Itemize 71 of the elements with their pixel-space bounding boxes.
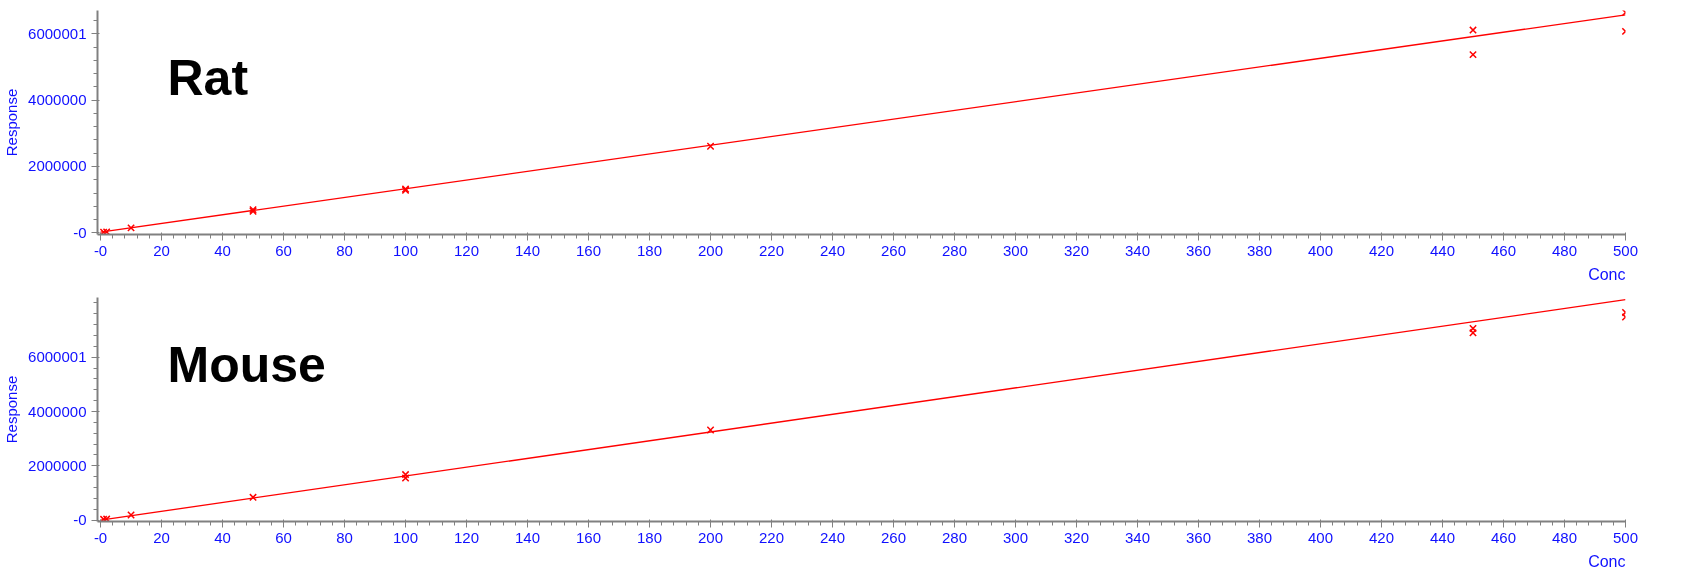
x-tick-label: 320 (1064, 241, 1090, 259)
x-tick-label: 440 (1429, 241, 1456, 259)
x-tick-label: 140 (515, 241, 541, 259)
x-tick-label: 300 (1003, 528, 1029, 546)
x-tick-label: 120 (454, 528, 480, 546)
x-tick-label: 460 (1490, 528, 1517, 546)
x-tick-label: 480 (1551, 241, 1578, 259)
x-axis-title: Conc (1588, 552, 1626, 570)
x-tick-label: 160 (576, 528, 602, 546)
x-tick-label: 60 (275, 241, 292, 259)
x-tick-label: 240 (820, 241, 846, 259)
x-tick-label: 60 (275, 528, 292, 546)
x-tick-label: 200 (698, 241, 724, 259)
y-tick-label: 2000000 (28, 157, 87, 175)
x-tick-label: 160 (576, 241, 602, 259)
x-tick-label: 360 (1186, 241, 1212, 259)
x-tick-label: 20 (153, 241, 170, 259)
x-tick-label: 80 (336, 528, 353, 546)
x-tick-label: 260 (881, 241, 907, 259)
y-tick-label: 2000000 (28, 456, 87, 474)
point (1469, 328, 1477, 337)
x-tick-label: 220 (759, 241, 785, 259)
x-tick-label: 280 (942, 241, 968, 259)
x-tick-label: 100 (393, 241, 419, 259)
y-tick-label: 6000001 (28, 348, 87, 366)
x-tick-label: 40 (214, 528, 231, 546)
x-tick-label: 380 (1247, 241, 1273, 259)
x-tick-label: 140 (515, 528, 541, 546)
x-tick-label: 100 (393, 528, 419, 546)
x-axis-title: Conc (1588, 265, 1626, 283)
x-tick-label: -0 (93, 241, 108, 259)
x-tick-label: 400 (1308, 241, 1334, 259)
x-tick-label: 480 (1551, 528, 1578, 546)
x-tick-label: 420 (1368, 528, 1395, 546)
x-tick-label: 340 (1125, 241, 1151, 259)
point (1469, 26, 1477, 35)
x-tick-label: 500 (1612, 241, 1639, 259)
x-tick-label: 440 (1429, 528, 1456, 546)
x-tick-label: 380 (1247, 528, 1273, 546)
y-tick-label: 4000000 (28, 402, 87, 420)
text: Rat (167, 49, 249, 106)
point (1469, 324, 1477, 333)
x-tick-label: 180 (637, 241, 663, 259)
x-tick-label: 40 (214, 241, 231, 259)
x-tick-label: 80 (336, 241, 353, 259)
y-tick-label: 4000000 (28, 91, 87, 109)
y-axis-title: Response (3, 375, 21, 444)
x-tick-label: 500 (1612, 528, 1639, 546)
point (1469, 50, 1477, 59)
x-tick-label: 400 (1308, 528, 1334, 546)
x-tick-label: -0 (93, 528, 108, 546)
point (401, 470, 410, 479)
x-tick-label: 220 (759, 528, 785, 546)
text: Mouse (167, 336, 326, 393)
x-tick-label: 340 (1125, 528, 1151, 546)
x-tick-label: 460 (1490, 241, 1517, 259)
y-tick-label: 6000001 (28, 24, 87, 42)
x-tick-label: 280 (942, 528, 968, 546)
x-tick-label: 180 (637, 528, 663, 546)
x-tick-label: 240 (820, 528, 846, 546)
x-tick-label: 20 (153, 528, 170, 546)
x-tick-label: 360 (1186, 528, 1212, 546)
x-tick-label: 420 (1368, 241, 1395, 259)
x-tick-label: 200 (698, 528, 724, 546)
y-axis-title: Response (3, 88, 21, 157)
x-tick-label: 120 (454, 241, 480, 259)
x-tick-label: 320 (1064, 528, 1090, 546)
x-tick-label: 260 (881, 528, 907, 546)
x-tick-label: 300 (1003, 241, 1029, 259)
y-tick-label: -0 (73, 511, 87, 529)
y-tick-label: -0 (73, 223, 87, 241)
